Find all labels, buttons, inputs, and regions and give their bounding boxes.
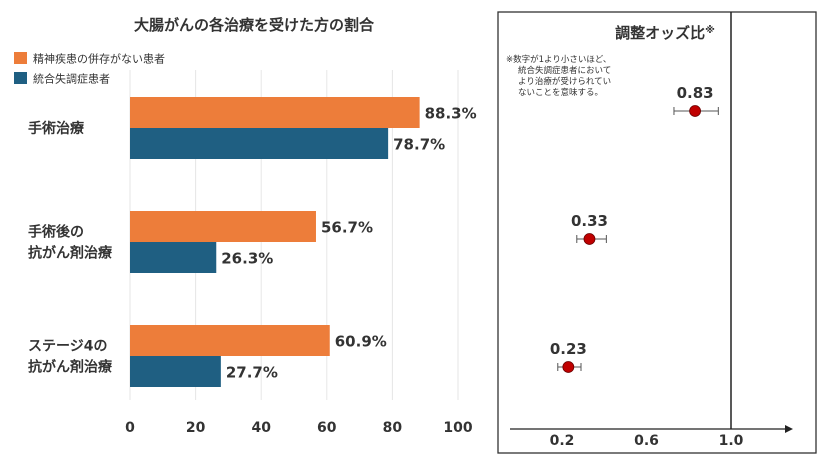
bar-value-label: 78.7% (393, 136, 445, 154)
bar (130, 97, 420, 128)
bar (130, 128, 389, 159)
x-tick-label: 20 (186, 420, 206, 436)
x-tick-label: 60 (317, 420, 337, 436)
x-tick-label: 100 (443, 420, 472, 436)
odds-ratio-points: 0.83 0.33 0.23 (550, 84, 719, 373)
bar (130, 356, 221, 387)
footnote-line: より治療が受けられてい (518, 76, 611, 87)
legend-label: 精神疾患の併存がない患者 (33, 52, 165, 66)
category-label: ステージ4の抗がん剤治療 (28, 339, 113, 376)
odds-ratio-point (562, 361, 575, 373)
bar-value-label: 27.7% (226, 364, 278, 382)
chart-title: 大腸がんの各治療を受けた方の割合 (134, 16, 375, 34)
category-label: 手術後の抗がん剤治療 (28, 224, 113, 262)
bar (130, 211, 316, 242)
x-tick-label: 40 (251, 420, 271, 436)
legend-swatch (14, 52, 27, 64)
panel-title: 調整オッズ比※ (615, 24, 715, 42)
point-value-label: 0.33 (571, 212, 608, 230)
footnote: ※数字が1より小さいほど、統合失調症患者においてより治療が受けられていないことを… (506, 54, 611, 98)
x-axis: 0.2 0.6 1.0 (510, 12, 793, 449)
category-label: 手術治療 (28, 120, 85, 137)
x-tick-label: 0.6 (634, 433, 659, 449)
bar (130, 242, 217, 273)
panel-title-text: 調整オッズ比 (615, 24, 705, 42)
bars: 88.3% 78.7% 56.7% 26.3% 60.9% 27.7% (130, 97, 477, 387)
x-tick-labels: 0 20 40 60 80 100 (125, 420, 473, 436)
x-tick-label: 0.2 (550, 433, 575, 449)
x-tick-label: 80 (383, 420, 403, 436)
bar-value-label: 88.3% (425, 105, 477, 123)
footnote-line: 統合失調症患者において (518, 65, 611, 76)
bar-value-label: 60.9% (335, 333, 387, 351)
odds-ratio-point (583, 233, 596, 245)
bar (130, 325, 330, 356)
legend-label: 統合失調症患者 (33, 72, 110, 86)
x-axis-arrow (785, 425, 793, 433)
x-tick-label: 1.0 (719, 433, 744, 449)
bar-value-label: 56.7% (321, 219, 373, 237)
point-value-label: 0.83 (677, 84, 714, 102)
point-value-label: 0.23 (550, 340, 587, 358)
footnote-line: ないことを意味する。 (518, 87, 603, 98)
odds-ratio-panel: 調整オッズ比※ ※数字が1より小さいほど、統合失調症患者においてより治療が受けら… (497, 11, 817, 454)
odds-ratio-point (689, 105, 701, 117)
panel-title-mark: ※ (705, 24, 715, 36)
bar-value-label: 26.3% (221, 250, 273, 268)
x-tick-label: 0 (125, 420, 135, 436)
panel-border (497, 11, 817, 454)
legend-swatch (14, 72, 27, 84)
footnote-line: ※数字が1より小さいほど、 (506, 54, 611, 65)
